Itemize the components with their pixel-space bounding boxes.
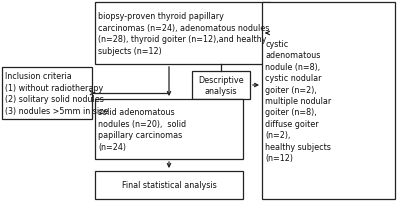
Text: cystic
adenomatous
nodule (n=8),
cystic nodular
goiter (n=2),
multiple nodular
g: cystic adenomatous nodule (n=8), cystic … [265,40,331,162]
Bar [262,3,395,199]
Bar [95,3,270,65]
Bar [95,171,243,199]
Text: Final statistical analysis: Final statistical analysis [122,181,216,190]
Text: solid adenomatous
nodules (n=20),  solid
papillary carcinomas
(n=24): solid adenomatous nodules (n=20), solid … [98,108,186,151]
Bar [192,72,250,100]
Bar [2,68,92,119]
Text: Inclusion criteria
(1) without radiotherapy
(2) solitary solid nodules
(3) nodul: Inclusion criteria (1) without radiother… [5,72,108,115]
Bar [95,100,243,159]
Text: biopsy-proven thyroid papillary
carcinomas (n=24), adenomatous nodules
(n=28), t: biopsy-proven thyroid papillary carcinom… [98,12,269,55]
Text: Descriptive
analysis: Descriptive analysis [198,75,244,96]
